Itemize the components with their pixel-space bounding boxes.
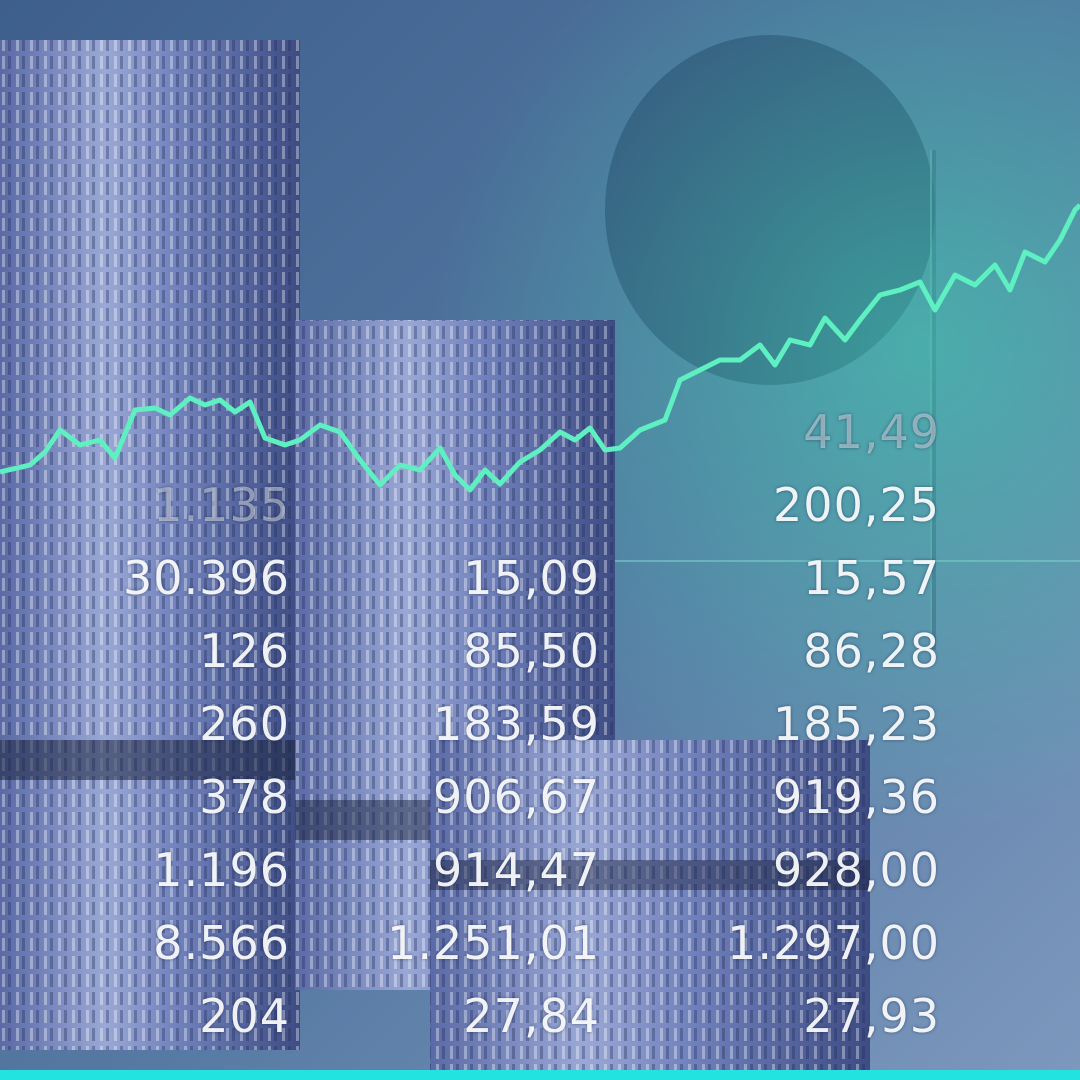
coin-stack-left [0,40,300,1050]
ticker-value: 1.297,00 [727,916,940,970]
bottom-accent-bar [0,1070,1080,1080]
ticker-value: 906,67 [433,770,600,824]
ticker-value: 1.196 [153,843,290,897]
ticker-value: 1.135 [153,478,290,532]
ticker-value: 183,59 [433,697,600,751]
ticker-value: 8.566 [153,916,290,970]
ticker-value: 15,57 [803,551,940,605]
ticker-value: 15,09 [463,551,600,605]
ticker-column-3: 41,49 200,25 15,57 86,28 185,23 919,36 9… [660,396,940,1053]
ticker-value: 30.396 [123,551,290,605]
ticker-value: 41,49 [803,405,940,459]
ticker-value: 260 [199,697,290,751]
ticker-value: 378 [199,770,290,824]
ticker-value: 126 [199,624,290,678]
ticker-value: 185,23 [773,697,940,751]
ticker-column-1: 1.135 30.396 126 260 378 1.196 8.566 204 [40,396,290,1053]
coin-stack-right [430,740,870,1070]
ticker-value [330,469,600,542]
ticker-value: 204 [199,989,290,1043]
ticker-value: 914,47 [433,843,600,897]
ticker-value: 919,36 [773,770,940,824]
ticker-value: 928,00 [773,843,940,897]
ticker-value: 27,84 [463,989,600,1043]
ticker-value: 27,93 [803,989,940,1043]
ticker-value: 85,50 [463,624,600,678]
market-trend-line [0,203,1080,493]
ticker-value: 86,28 [803,624,940,678]
ticker-value: 1.251,01 [387,916,600,970]
ticker-value: 200,25 [773,478,940,532]
ticker-column-2: 15,09 85,50 183,59 906,67 914,47 1.251,0… [330,396,600,1053]
